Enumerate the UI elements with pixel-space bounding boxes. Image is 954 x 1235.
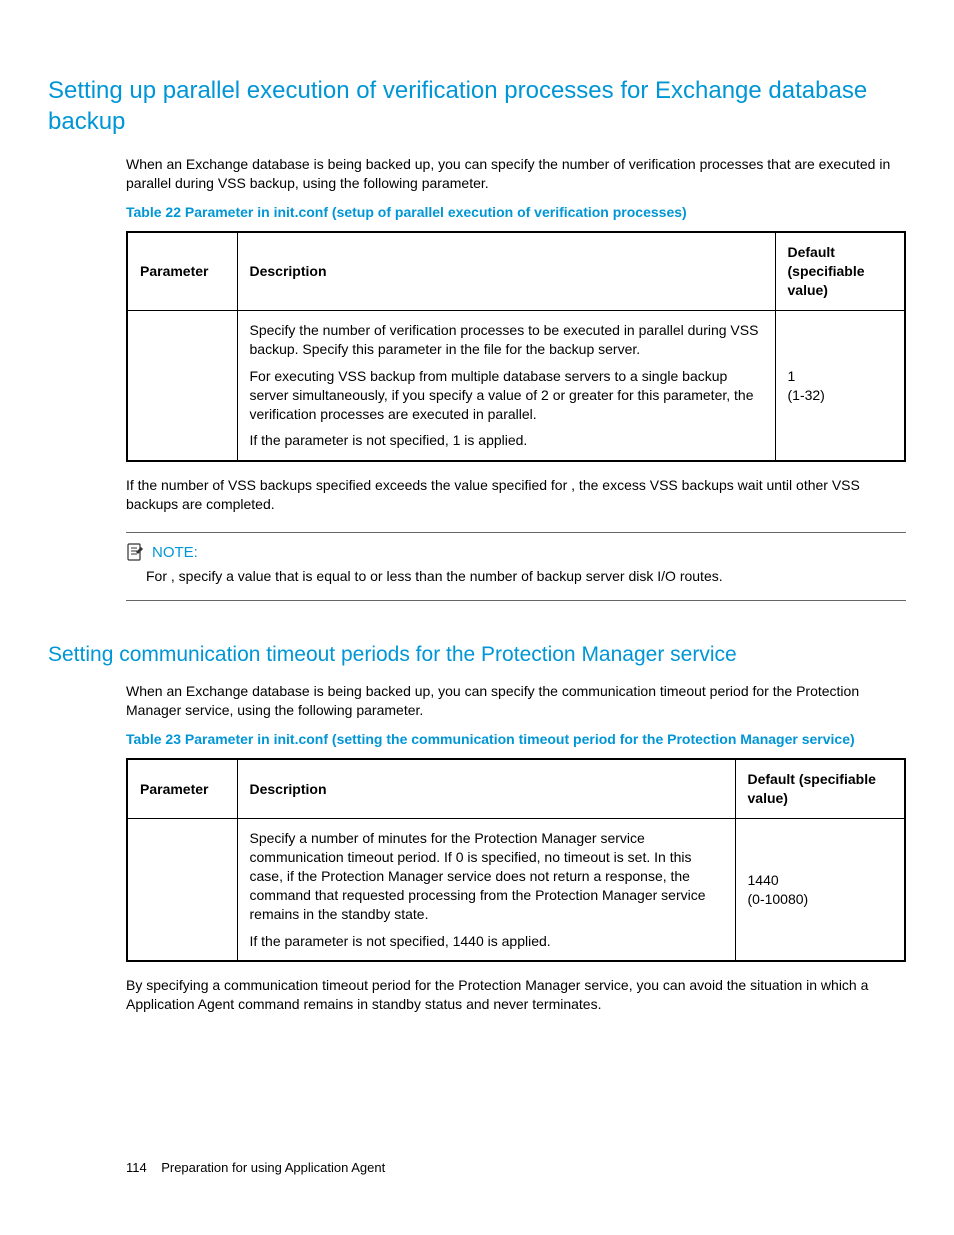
cell-default: 1 (1-32) [775,311,905,462]
th-default: Default (specifiable value) [775,232,905,310]
default-val: 1 [788,367,893,386]
table23-caption: Table 23 Parameter in init.conf (setting… [126,730,906,748]
table-header-row: Parameter Description Default (specifiab… [127,232,905,310]
table-row: Specify a number of minutes for the Prot… [127,819,905,962]
desc2-p2: If the parameter is not specified, 1440 … [250,932,723,951]
default-range: (0-10080) [748,890,893,909]
page-number: 114 [126,1160,147,1175]
note-head: NOTE: [126,543,906,561]
cell-description: Specify the number of verification proce… [237,311,775,462]
default-range: (1-32) [788,386,893,405]
note-box: NOTE: For , specify a value that is equa… [126,532,906,601]
page: Setting up parallel execution of verific… [0,0,954,1235]
desc2-p1: Specify a number of minutes for the Prot… [250,829,723,923]
page-footer: 114 Preparation for using Application Ag… [126,1160,385,1175]
note-icon [126,543,144,561]
section1-body: When an Exchange database is being backe… [126,155,906,514]
section2-after-table: By specifying a communication timeout pe… [126,976,906,1014]
desc-p1: Specify the number of verification proce… [250,321,763,359]
default-val: 1440 [748,871,893,890]
cell-parameter [127,311,237,462]
table-row: Specify the number of verification proce… [127,311,905,462]
note-a: For [146,568,171,584]
table-header-row: Parameter Description Default (specifiab… [127,759,905,818]
desc-p2: For executing VSS backup from multiple d… [250,367,763,424]
section1-heading: Setting up parallel execution of verific… [48,75,906,137]
section2-heading: Setting communication timeout periods fo… [48,641,906,668]
note-label: NOTE: [152,544,198,561]
th-parameter: Parameter [127,232,237,310]
note-b: , specify a value that is equal to or le… [171,568,723,584]
th-parameter: Parameter [127,759,237,818]
section1-intro: When an Exchange database is being backe… [126,155,906,193]
desc-p1b: file for the backup server. [484,341,640,357]
th-description: Description [237,232,775,310]
table23: Parameter Description Default (specifiab… [126,758,906,962]
th-description: Description [237,759,735,818]
section2-body: When an Exchange database is being backe… [126,682,906,1014]
table22: Parameter Description Default (specifiab… [126,231,906,462]
section1-after-table: If the number of VSS backups specified e… [126,476,906,514]
th-default: Default (specifiable value) [735,759,905,818]
cell-default: 1440 (0-10080) [735,819,905,962]
footer-title: Preparation for using Application Agent [161,1160,385,1175]
note-body: For , specify a value that is equal to o… [146,567,906,586]
after-a: If the number of VSS backups specified e… [126,477,571,493]
section2-intro: When an Exchange database is being backe… [126,682,906,720]
table22-caption: Table 22 Parameter in init.conf (setup o… [126,203,906,221]
cell-description: Specify a number of minutes for the Prot… [237,819,735,962]
desc-p3: If the parameter is not specified, 1 is … [250,431,763,450]
cell-parameter [127,819,237,962]
